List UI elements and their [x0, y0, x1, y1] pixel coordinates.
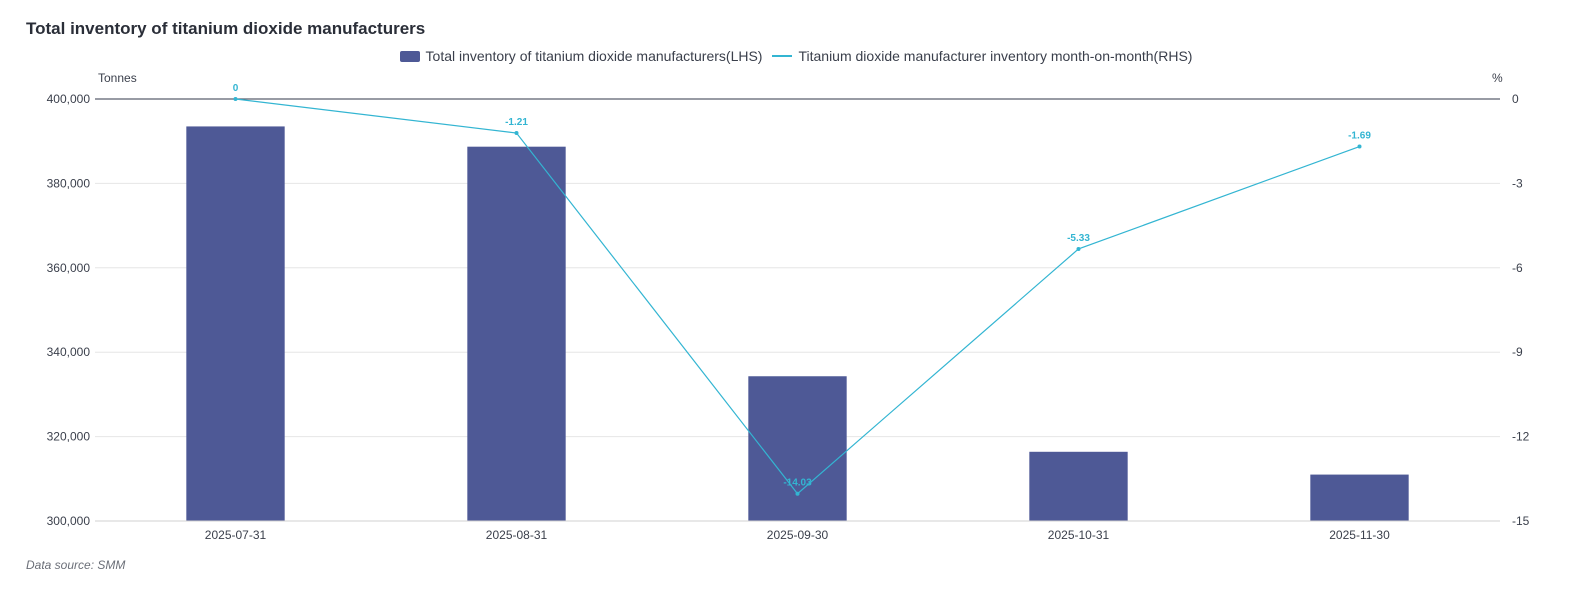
legend-item-line[interactable]: Titanium dioxide manufacturer inventory … — [772, 48, 1192, 64]
bar-series — [186, 126, 1409, 522]
bar — [467, 146, 566, 521]
y-left-tick-label: 320,000 — [47, 430, 91, 444]
chart-title: Total inventory of titanium dioxide manu… — [26, 19, 426, 38]
axes — [95, 98, 1500, 522]
bar — [748, 376, 847, 521]
line-point — [1357, 144, 1362, 149]
y-left-unit: Tonnes — [98, 71, 137, 85]
line-data-label: -5.33 — [1067, 233, 1090, 244]
line-data-label: -1.21 — [505, 117, 528, 128]
y-left-tick-label: 340,000 — [47, 345, 91, 359]
y-right-tick-label: 0 — [1512, 92, 1519, 106]
legend-bar-label: Total inventory of titanium dioxide manu… — [425, 48, 763, 64]
line-data-label: 0 — [233, 83, 239, 94]
bar — [186, 126, 285, 522]
line-point — [233, 97, 238, 101]
legend-line-label: Titanium dioxide manufacturer inventory … — [798, 48, 1193, 64]
data-source: Data source: SMM — [26, 558, 126, 572]
line-point — [795, 491, 800, 496]
x-tick-label: 2025-11-30 — [1329, 528, 1390, 542]
bar — [1029, 451, 1128, 521]
x-tick-label: 2025-08-31 — [486, 528, 548, 542]
tick-labels: 400,000 380,000 360,000 340,000 320,000 300,0… — [47, 92, 1530, 542]
x-tick-label: 2025-09-30 — [767, 528, 829, 542]
x-tick-label: 2025-07-31 — [205, 528, 267, 542]
chart-legend: Total inventory of titanium dioxide manu… — [0, 48, 1592, 64]
line-series: 0 -1.21 -14.03 -5.33 -1.69 — [233, 83, 1371, 496]
y-left-tick-label: 300,000 — [47, 514, 91, 528]
y-left-tick-label: 400,000 — [47, 92, 91, 106]
bar — [1310, 474, 1409, 521]
x-tick-label: 2025-10-31 — [1048, 528, 1110, 542]
y-right-unit: % — [1492, 71, 1503, 85]
y-right-tick-label: -12 — [1512, 430, 1530, 444]
line-point — [514, 131, 519, 136]
legend-line-swatch — [772, 55, 793, 57]
y-right-tick-label: -3 — [1512, 176, 1523, 190]
y-left-tick-label: 380,000 — [47, 176, 91, 190]
legend-item-bar[interactable]: Total inventory of titanium dioxide manu… — [399, 48, 763, 64]
y-right-tick-label: -15 — [1512, 514, 1530, 528]
line-data-label: -14.03 — [783, 478, 812, 489]
y-right-tick-label: -6 — [1512, 261, 1523, 275]
line-data-label: -1.69 — [1348, 131, 1371, 142]
line-point — [1076, 246, 1081, 251]
y-left-tick-label: 360,000 — [47, 261, 91, 275]
y-right-tick-label: -9 — [1512, 345, 1523, 359]
legend-bar-swatch — [399, 50, 420, 62]
